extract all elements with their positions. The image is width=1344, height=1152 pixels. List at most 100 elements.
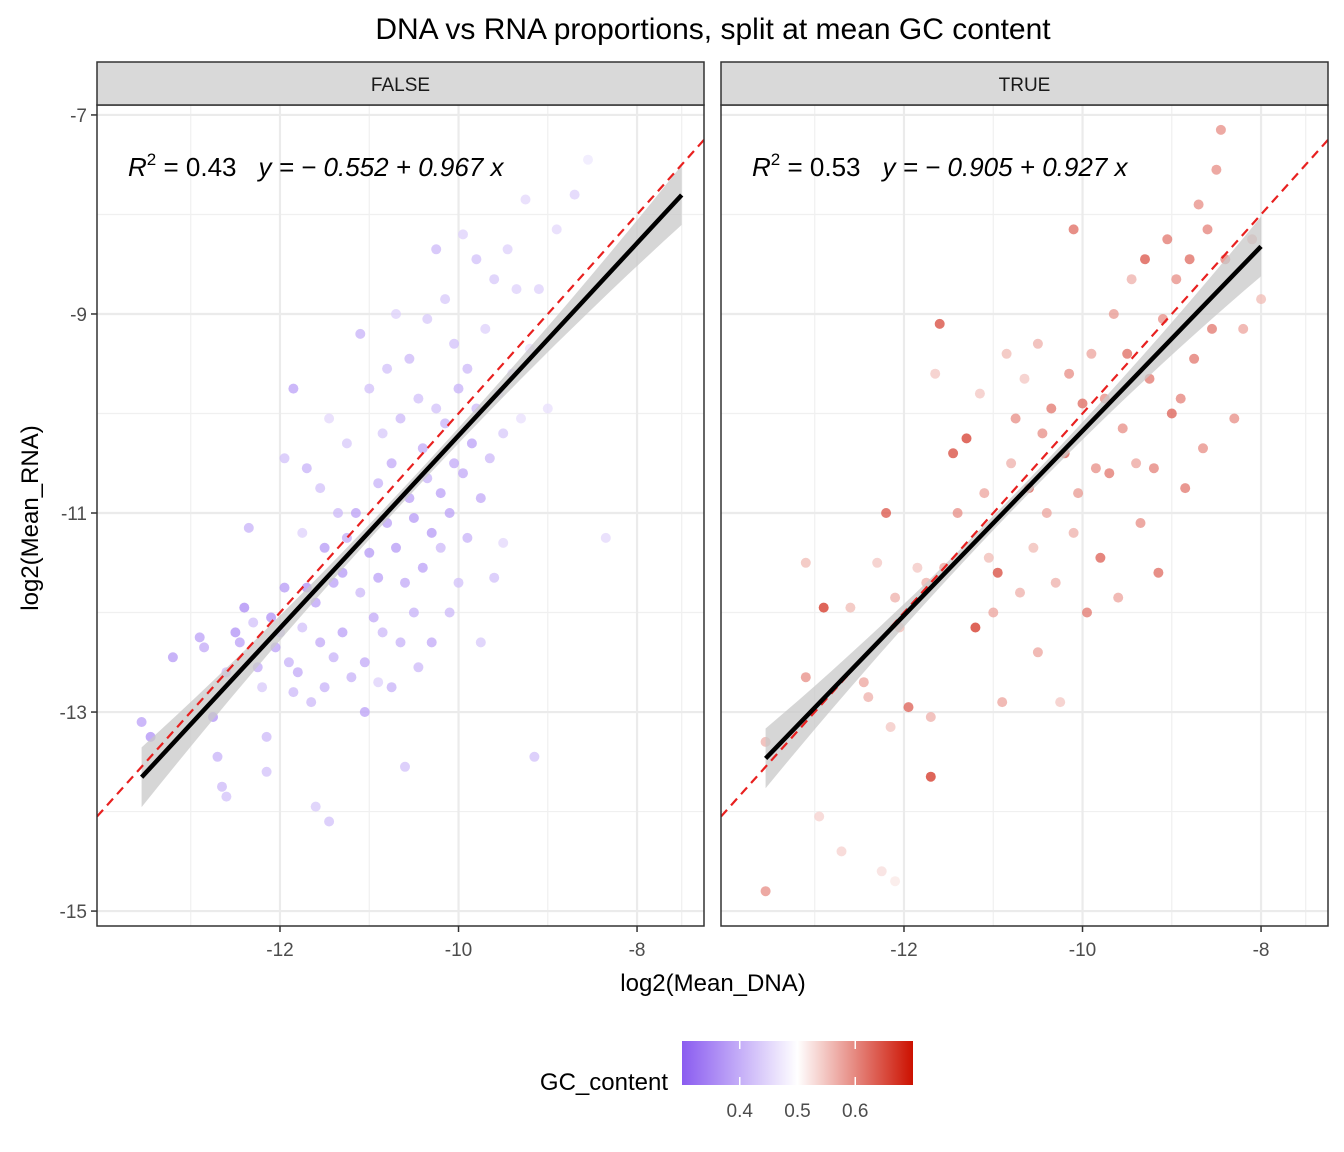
data-point <box>1046 403 1057 414</box>
data-point <box>1166 408 1177 419</box>
data-point <box>551 224 562 235</box>
panel-false: FALSE R2 = 0.43 y = − 0.552 + 0.967 x -12 -1… <box>60 61 705 961</box>
panel-true: TRUE R2 = 0.53 y = − 0.905 + 0.927 x -12 -10… <box>720 61 1329 961</box>
data-point <box>395 637 406 648</box>
data-point <box>498 537 509 548</box>
data-point <box>426 527 437 538</box>
data-point <box>1162 234 1173 245</box>
data-point <box>440 294 451 305</box>
data-point <box>408 513 419 523</box>
data-point <box>341 438 352 449</box>
data-point <box>382 363 393 374</box>
data-point <box>836 846 847 857</box>
data-point <box>1153 567 1164 578</box>
data-point <box>1113 592 1124 603</box>
data-point <box>1073 488 1084 499</box>
data-point <box>462 532 473 543</box>
data-point <box>1135 518 1146 528</box>
data-point <box>484 453 495 464</box>
data-point <box>475 493 486 504</box>
data-point <box>234 637 245 648</box>
data-point <box>194 632 205 643</box>
data-point <box>373 677 384 688</box>
data-point <box>400 761 410 772</box>
data-point <box>422 314 433 324</box>
data-point <box>925 771 936 782</box>
data-point <box>800 557 811 568</box>
data-point <box>444 607 455 618</box>
data-point <box>498 428 509 439</box>
data-point <box>417 562 428 573</box>
data-point <box>934 318 945 329</box>
data-point <box>997 697 1008 708</box>
data-point <box>261 766 272 777</box>
legend-tick-label: 0.6 <box>842 1101 868 1122</box>
data-point <box>279 453 290 464</box>
data-point <box>489 274 500 285</box>
data-point <box>1104 468 1115 479</box>
data-point <box>413 662 424 673</box>
data-point <box>992 567 1003 578</box>
reference-line <box>721 139 1328 818</box>
data-point <box>337 627 348 638</box>
data-point <box>1175 393 1186 404</box>
data-point <box>306 697 317 708</box>
data-point <box>600 532 611 543</box>
data-point <box>239 602 250 613</box>
data-point <box>199 642 210 653</box>
data-point <box>979 488 990 499</box>
data-point <box>1140 254 1150 265</box>
data-point <box>511 284 522 295</box>
data-point <box>292 667 303 678</box>
data-point <box>800 672 811 683</box>
y-tick-label: -9 <box>70 305 87 326</box>
data-point <box>404 353 415 364</box>
data-point <box>261 731 272 742</box>
data-point <box>417 443 428 454</box>
data-point <box>1090 463 1101 474</box>
data-point <box>440 418 451 429</box>
data-point <box>377 428 388 439</box>
data-point <box>1015 587 1025 598</box>
data-point <box>288 687 299 698</box>
data-point <box>324 413 335 424</box>
x-tick-label: -12 <box>266 940 293 961</box>
data-point <box>1171 274 1182 285</box>
data-point <box>386 682 397 693</box>
data-point <box>863 692 874 703</box>
data-point <box>230 627 241 638</box>
data-point <box>1068 224 1079 235</box>
data-point <box>364 547 375 558</box>
data-point <box>462 363 473 374</box>
data-point <box>431 244 442 255</box>
regression-annotation: R2 = 0.53 y = − 0.905 + 0.927 x <box>752 150 1129 182</box>
data-point <box>885 722 896 732</box>
data-point <box>760 886 771 897</box>
data-point <box>1238 323 1249 334</box>
data-point <box>1108 309 1119 319</box>
data-point <box>301 463 312 474</box>
data-point <box>333 508 343 518</box>
data-point <box>1122 348 1133 359</box>
data-point <box>516 413 526 424</box>
data-point <box>435 488 446 499</box>
reference-line <box>97 139 704 818</box>
x-tick-label: -8 <box>629 940 646 961</box>
data-point <box>1256 294 1267 305</box>
data-point <box>475 637 486 648</box>
data-point <box>324 816 335 827</box>
data-point <box>970 622 981 633</box>
data-point <box>912 562 923 573</box>
data-point <box>395 413 406 424</box>
data-point <box>1037 428 1048 439</box>
data-point <box>1082 607 1092 618</box>
data-point <box>435 542 446 553</box>
data-point <box>364 383 375 394</box>
data-point <box>355 587 366 598</box>
data-point <box>1131 458 1142 469</box>
data-point <box>444 508 455 518</box>
data-point <box>453 383 464 394</box>
data-point <box>453 577 464 588</box>
data-point <box>449 458 460 469</box>
data-point <box>1086 348 1097 359</box>
